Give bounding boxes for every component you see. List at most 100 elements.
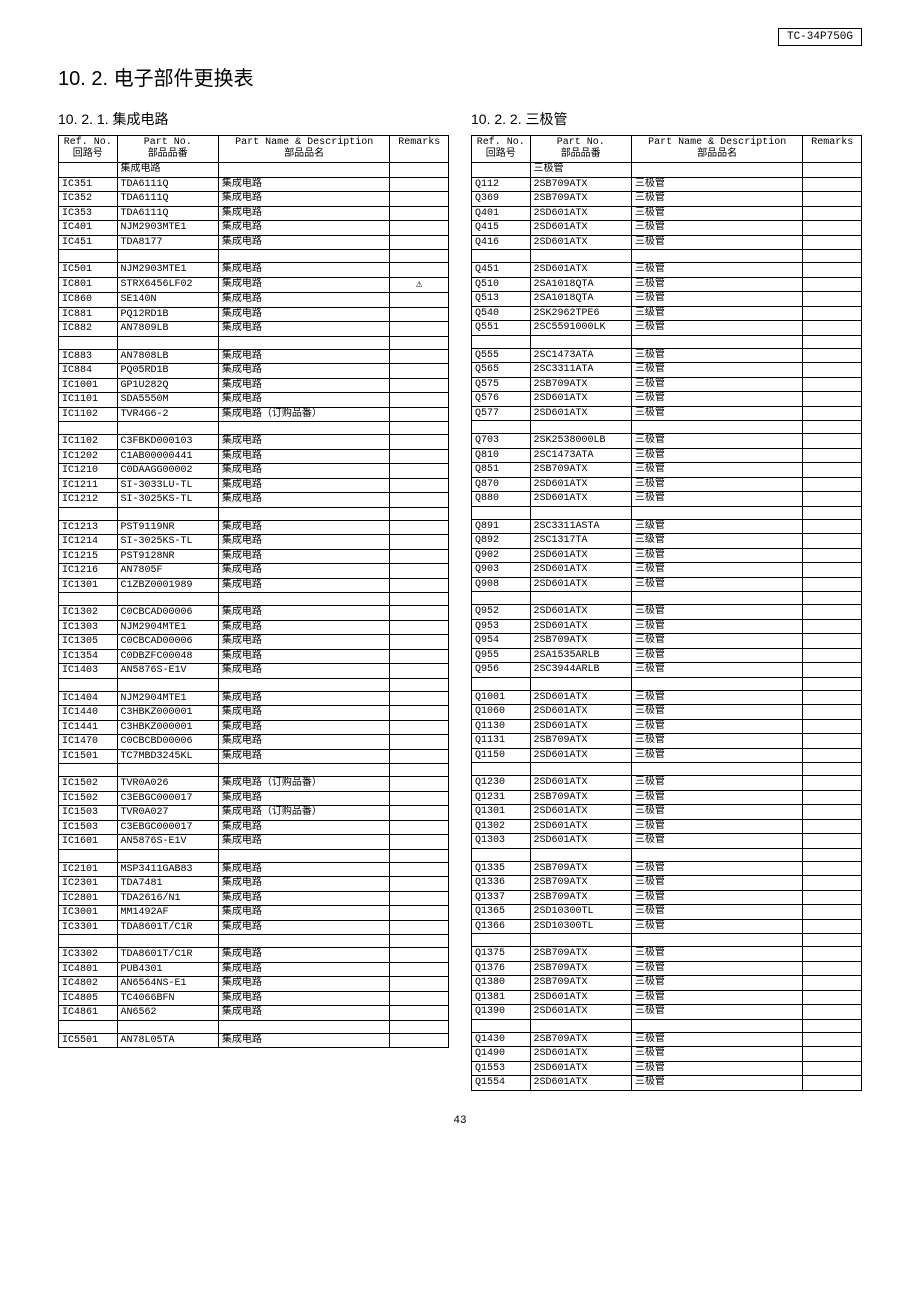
cell-desc: [631, 934, 803, 947]
cell-desc: 三极管: [631, 719, 803, 734]
cell-part: MM1492AF: [117, 906, 218, 921]
cell-ref: [59, 593, 118, 606]
cell-rem: [803, 434, 862, 449]
cell-part: PST9119NR: [117, 520, 218, 535]
cell-desc: [218, 764, 390, 777]
cell-ref: IC4805: [59, 991, 118, 1006]
table-row: Q14902SD601ATX三极管: [472, 1047, 862, 1062]
cell-ref: IC882: [59, 322, 118, 337]
cell-ref: IC1440: [59, 706, 118, 721]
cell-part: AN78L05TA: [117, 1033, 218, 1048]
cell-rem: [803, 861, 862, 876]
cell-rem: [803, 263, 862, 278]
cell-ref: IC860: [59, 293, 118, 308]
cell-rem: [390, 1020, 449, 1033]
cell-rem: [390, 163, 449, 178]
cell-part: TVR0A027: [117, 806, 218, 821]
cell-ref: Q908: [472, 577, 531, 592]
table-row: [472, 677, 862, 690]
cell-part: 2SB709ATX: [530, 377, 631, 392]
cell-part: [117, 507, 218, 520]
cell-rem: [803, 392, 862, 407]
table-row: IC881PQ12RD1B集成电路: [59, 307, 449, 322]
table-row: Q13662SD10300TL三极管: [472, 919, 862, 934]
cell-desc: 三极管: [631, 990, 803, 1005]
model-number: TC-34P750G: [787, 31, 853, 43]
transistor-table: Ref. No.回路号 Part No.部品品番 Part Name & Des…: [471, 135, 862, 1091]
cell-desc: [218, 1020, 390, 1033]
cell-desc: 集成电路: [218, 948, 390, 963]
cell-ref: Q1150: [472, 748, 531, 763]
table-row: Q4162SD601ATX三极管: [472, 235, 862, 250]
cell-part: C0CBCBD00006: [117, 735, 218, 750]
cell-part: AN7808LB: [117, 349, 218, 364]
table-row: Q13762SB709ATX三极管: [472, 961, 862, 976]
table-row: IC1305C0CBCAD00006集成电路: [59, 635, 449, 650]
cell-desc: 集成电路: [218, 435, 390, 450]
table-row: Q8102SC1473ATA三极管: [472, 448, 862, 463]
cell-ref: Q576: [472, 392, 531, 407]
cell-rem: [803, 934, 862, 947]
cell-part: 2SC1317TA: [530, 534, 631, 549]
cell-rem: [390, 1033, 449, 1048]
cell-ref: IC3301: [59, 920, 118, 935]
table-row: IC3301TDA8601T/C1R集成电路: [59, 920, 449, 935]
cell-part: MSP3411GAB83: [117, 862, 218, 877]
table-row: IC353TDA6111Q集成电路: [59, 206, 449, 221]
table-row: Q5752SB709ATX三极管: [472, 377, 862, 392]
cell-rem: [803, 406, 862, 421]
cell-ref: IC1001: [59, 378, 118, 393]
table-row: [59, 1020, 449, 1033]
cell-ref: [472, 677, 531, 690]
cell-rem: [390, 735, 449, 750]
cell-part: 2SD601ATX: [530, 392, 631, 407]
cell-desc: 集成电路: [218, 649, 390, 664]
cell-part: 2SC3311ASTA: [530, 519, 631, 534]
cell-ref: [59, 422, 118, 435]
cell-rem: [390, 578, 449, 593]
cell-part: 2SB709ATX: [530, 790, 631, 805]
cell-rem: [390, 449, 449, 464]
table-row: IC1501TC7MBD3245KL集成电路: [59, 749, 449, 764]
cell-part: 2SC3311ATA: [530, 363, 631, 378]
cell-part: C3FBKD000103: [117, 435, 218, 450]
table-row: IC1211SI-3033LU-TL集成电路: [59, 478, 449, 493]
table-row: IC4861AN6562集成电路: [59, 1006, 449, 1021]
cell-rem: [803, 619, 862, 634]
table-row: IC1213PST9119NR集成电路: [59, 520, 449, 535]
table-row: IC1440C3HBKZ000001集成电路: [59, 706, 449, 721]
cell-ref: [472, 421, 531, 434]
cell-rem: [803, 519, 862, 534]
cell-desc: 三极管: [631, 363, 803, 378]
cell-desc: [631, 421, 803, 434]
cell-ref: Q1366: [472, 919, 531, 934]
cell-part: 2SD601ATX: [530, 563, 631, 578]
cell-ref: Q1553: [472, 1061, 531, 1076]
cell-part: [117, 250, 218, 263]
cell-part: [530, 763, 631, 776]
cell-ref: IC4801: [59, 962, 118, 977]
cell-ref: [472, 848, 531, 861]
cell-rem: [390, 393, 449, 408]
cell-desc: 三极管: [631, 1005, 803, 1020]
cell-desc: 集成电路: [218, 720, 390, 735]
cell-rem: [390, 678, 449, 691]
cell-ref: Q415: [472, 221, 531, 236]
cell-part: TDA8601T/C1R: [117, 920, 218, 935]
cell-desc: 集成电路: [218, 691, 390, 706]
cell-desc: 集成电路: [218, 277, 390, 293]
cell-part: 2SD601ATX: [530, 235, 631, 250]
cell-rem: [390, 235, 449, 250]
cell-rem: [390, 1006, 449, 1021]
cell-part: [530, 677, 631, 690]
table-row: Q9082SD601ATX三极管: [472, 577, 862, 592]
table-row: IC1216AN7805F集成电路: [59, 564, 449, 579]
table-row: IC1212SI-3025KS-TL集成电路: [59, 493, 449, 508]
cell-ref: Q551: [472, 321, 531, 336]
cell-ref: Q1376: [472, 961, 531, 976]
cell-rem: [803, 990, 862, 1005]
cell-ref: IC1354: [59, 649, 118, 664]
table-row: IC1302C0CBCAD00006集成电路: [59, 606, 449, 621]
cell-part: 2SD601ATX: [530, 605, 631, 620]
table-row: Q9552SA1535ARLB三极管: [472, 648, 862, 663]
